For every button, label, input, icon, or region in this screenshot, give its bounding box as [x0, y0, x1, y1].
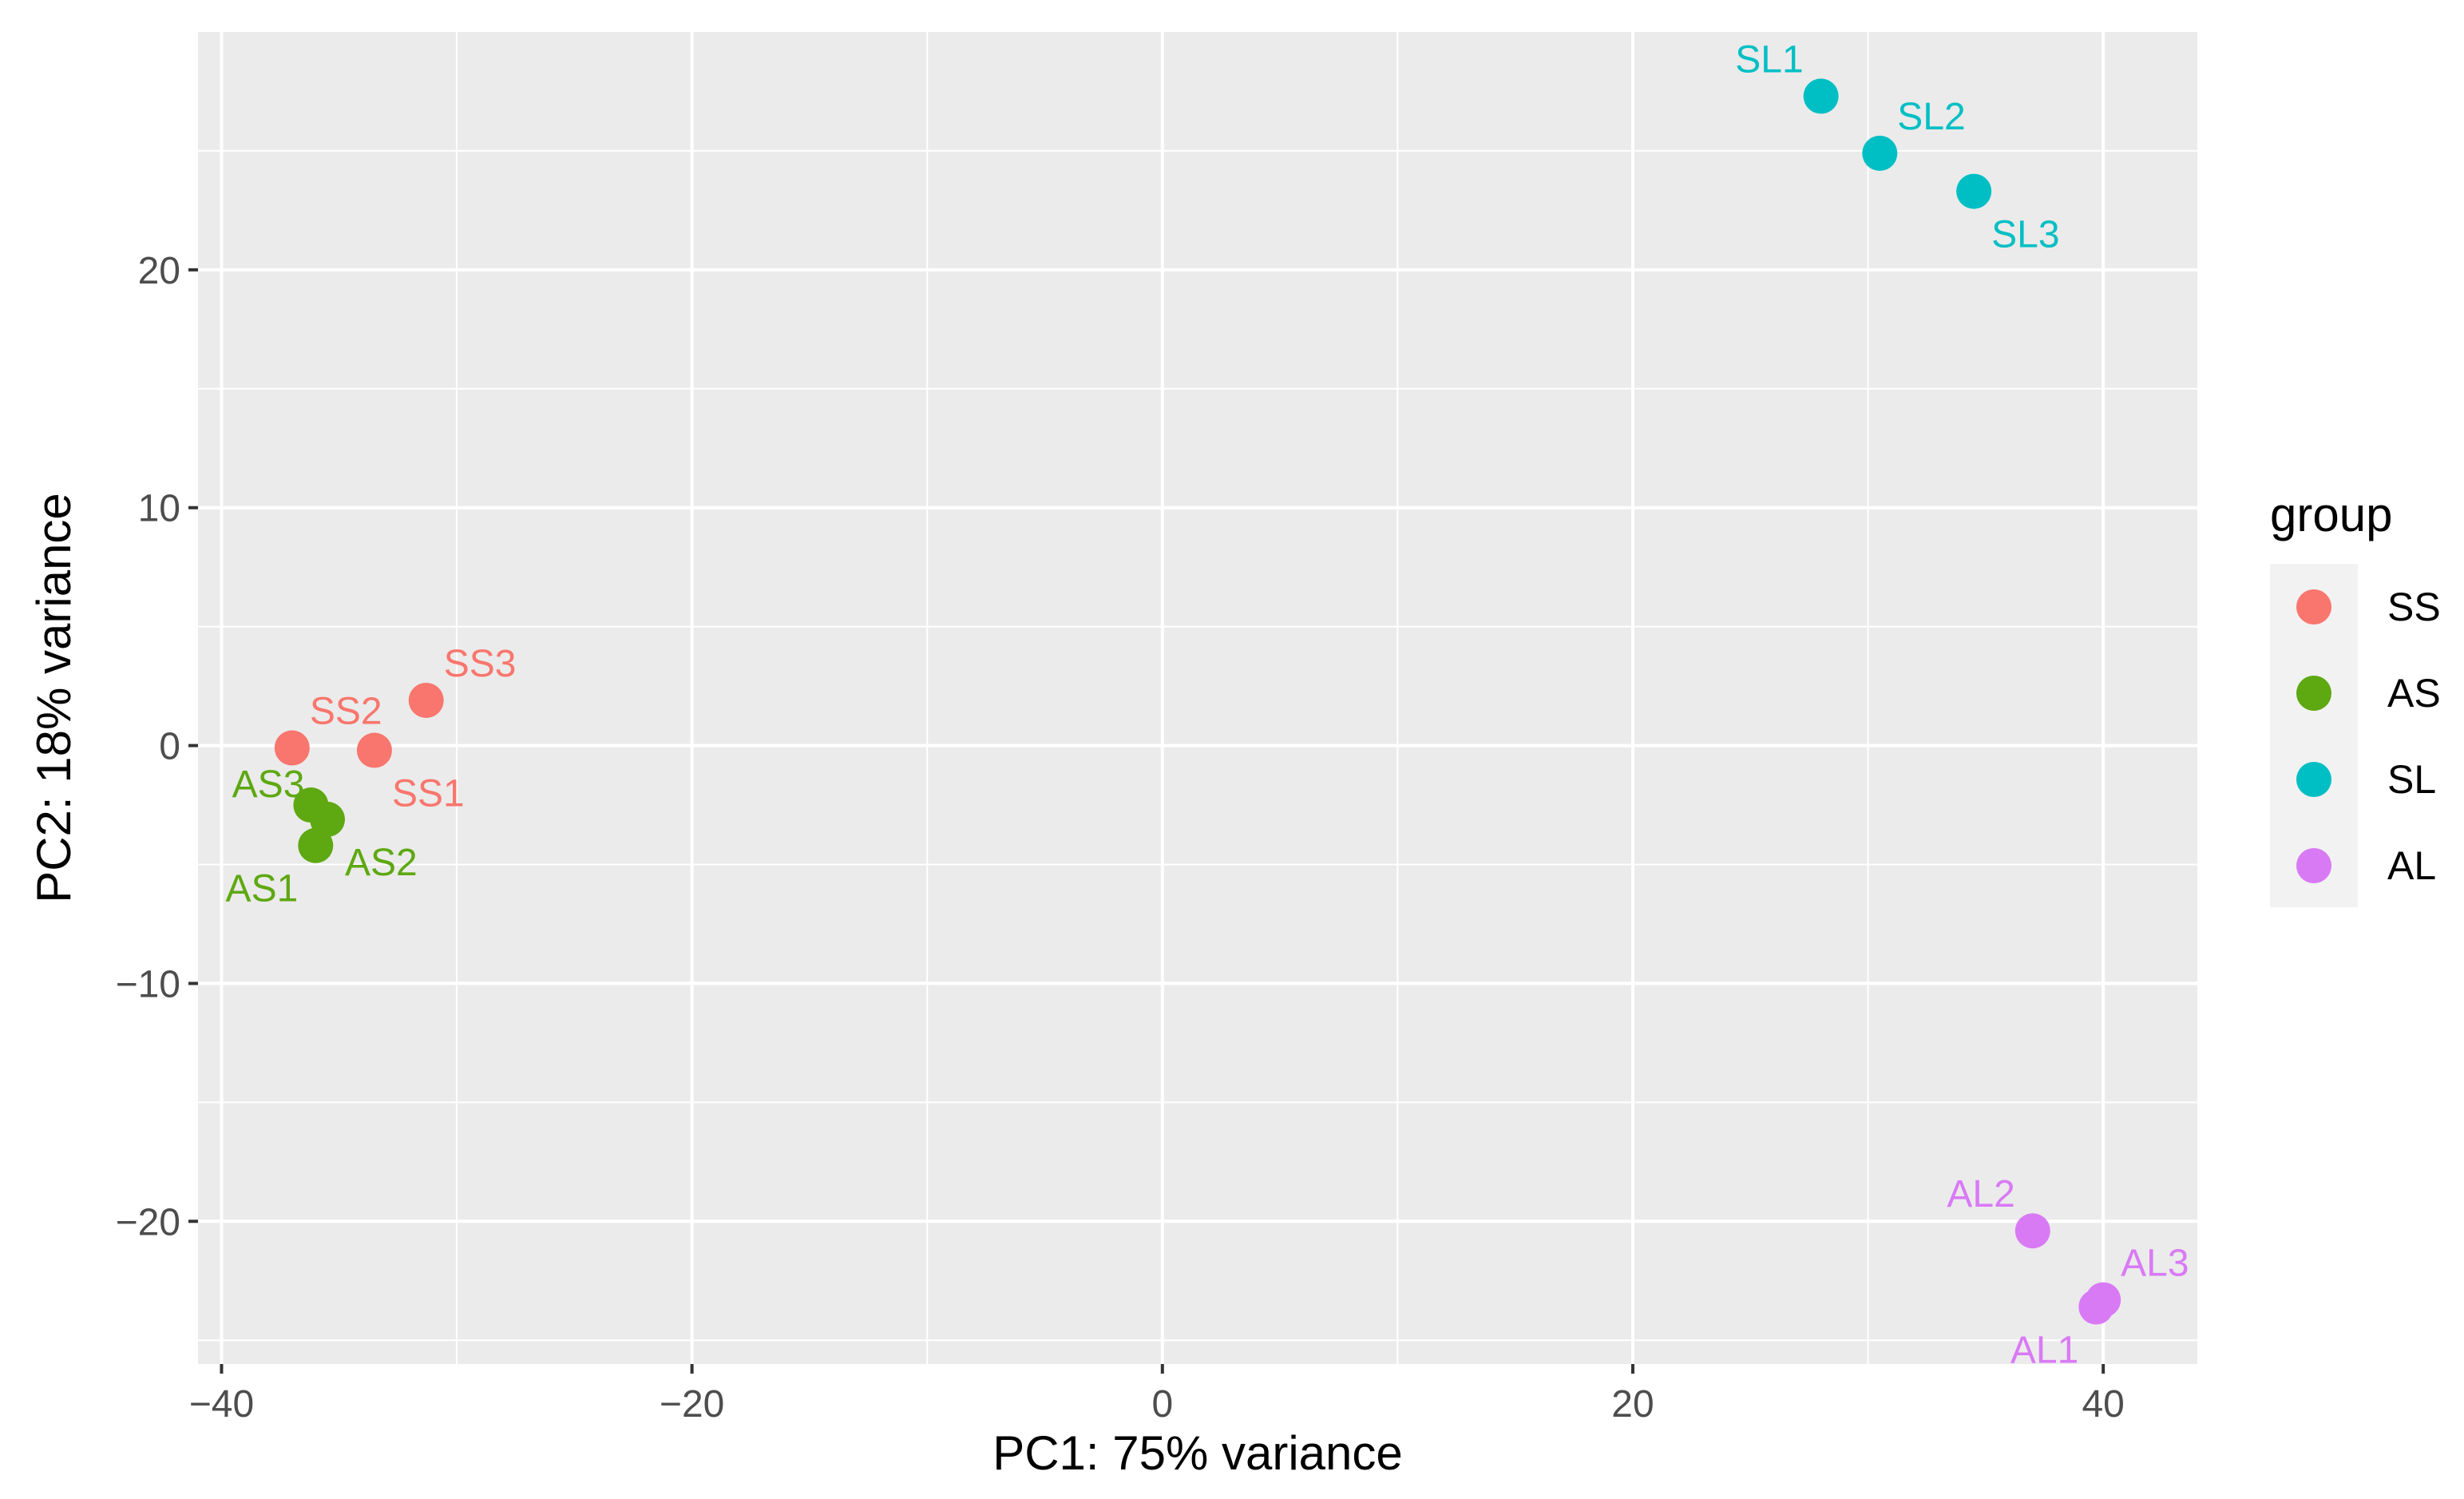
point-label-al2: AL2: [1947, 1173, 2014, 1215]
legend-label-ss: SS: [2387, 585, 2441, 629]
point-label-ss2: SS2: [310, 691, 382, 733]
point-label-sl3: SL3: [1991, 214, 2059, 256]
data-point-sl2: [1862, 135, 1898, 171]
y-tick-label: −20: [116, 1201, 180, 1243]
legend-marker-al: [2296, 848, 2331, 883]
legend-label-as: AS: [2387, 671, 2441, 716]
legend: group SS AS SL AL: [2270, 488, 2441, 907]
data-point-ss1: [356, 732, 392, 768]
panel-background: [198, 32, 2197, 1364]
axis-ticks: −40 −20 0 20 40 −20 −10 0 10 20: [116, 250, 2125, 1426]
point-label-al3: AL3: [2121, 1243, 2189, 1285]
legend-title: group: [2270, 488, 2392, 541]
legend-marker-sl: [2296, 762, 2331, 797]
point-label-sl1: SL1: [1735, 38, 1803, 81]
y-tick-label: 20: [138, 250, 180, 292]
point-label-ss1: SS1: [392, 773, 465, 815]
point-label-as3: AS3: [232, 763, 305, 806]
legend-label-al: AL: [2387, 843, 2436, 888]
legend-entries: SS AS SL AL: [2296, 585, 2441, 888]
legend-marker-ss: [2296, 589, 2331, 625]
data-point-ss2: [274, 730, 310, 766]
data-point-sl3: [1956, 173, 1992, 209]
x-tick-label: 0: [1151, 1383, 1173, 1426]
legend-label-sl: SL: [2387, 757, 2436, 802]
data-point-as3: [293, 787, 329, 823]
y-tick-label: 10: [138, 488, 180, 530]
point-label-al1: AL1: [2010, 1330, 2078, 1372]
y-tick-label: −10: [116, 963, 180, 1005]
legend-marker-as: [2296, 676, 2331, 711]
x-tick-label: 40: [2082, 1383, 2124, 1426]
x-axis-title: PC1: 75% variance: [992, 1426, 1403, 1480]
x-tick-label: −20: [660, 1383, 724, 1426]
data-point-sl1: [1803, 78, 1839, 114]
y-axis-title: PC2: 18% variance: [27, 493, 81, 903]
data-point-as1: [298, 827, 334, 863]
data-points: [274, 78, 2121, 1325]
data-point-al3: [2086, 1282, 2121, 1318]
x-tick-label: −40: [189, 1383, 254, 1426]
major-gridlines: [198, 32, 2197, 1364]
point-label-ss3: SS3: [444, 643, 517, 685]
point-label-sl2: SL2: [1897, 96, 1965, 138]
data-point-al2: [2014, 1213, 2050, 1249]
data-point-ss3: [408, 682, 444, 718]
point-label-as2: AS2: [345, 842, 418, 884]
y-tick-label: 0: [159, 726, 180, 768]
x-tick-label: 20: [1611, 1383, 1654, 1426]
point-label-as1: AS1: [226, 868, 299, 910]
